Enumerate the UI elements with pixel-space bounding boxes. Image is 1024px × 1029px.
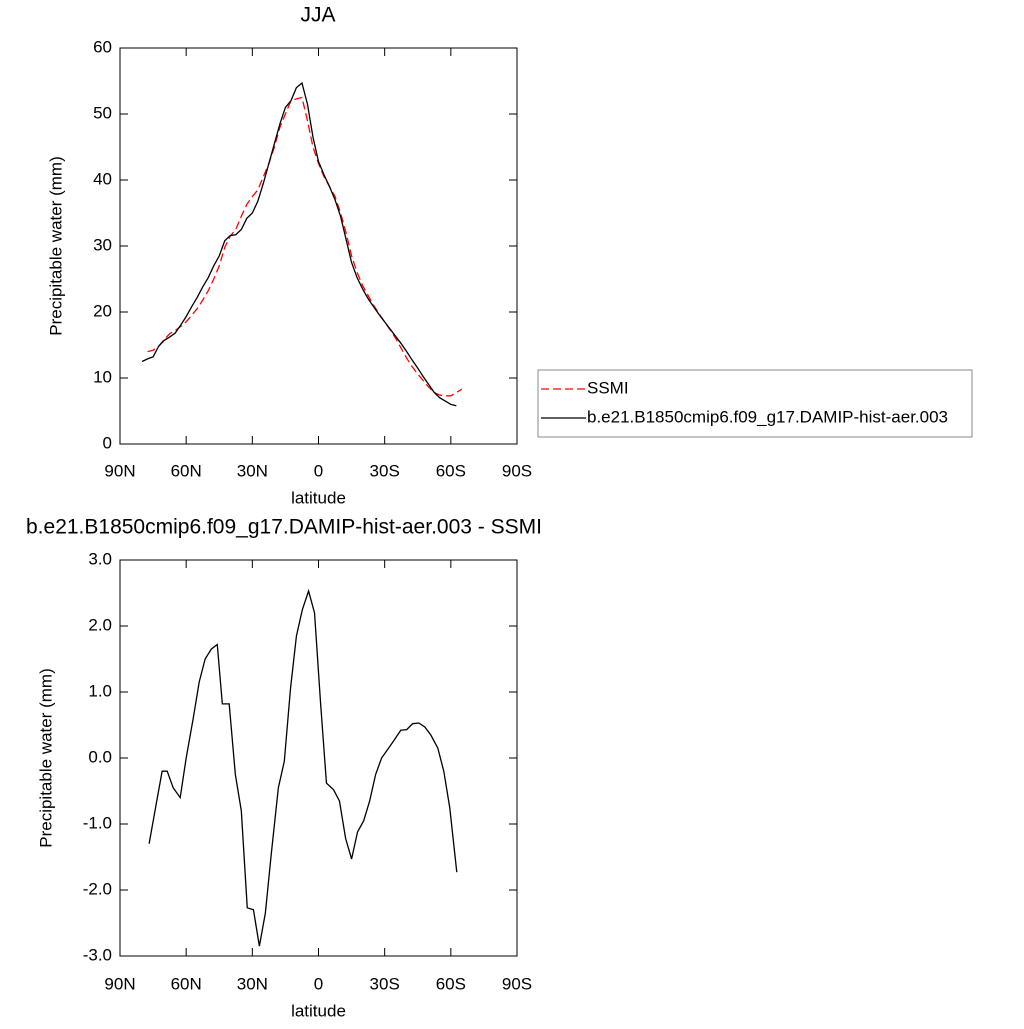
y-tick-label: 10 xyxy=(93,367,112,386)
x-tick-label: 0 xyxy=(314,974,323,993)
legend-label: SSMI xyxy=(587,378,629,397)
plot-frame xyxy=(119,559,518,957)
y-tick-label: 50 xyxy=(93,103,112,122)
x-tick-label: 60N xyxy=(171,974,202,993)
y-tick-label: 60 xyxy=(93,37,112,56)
x-tick-label: 90S xyxy=(502,461,532,480)
y-axis-label: Precipitable water (mm) xyxy=(36,668,55,848)
x-tick-label: 90N xyxy=(104,461,135,480)
y-tick-label: 2.0 xyxy=(88,615,112,634)
y-tick-label: -3.0 xyxy=(83,945,112,964)
x-tick-label: 30S xyxy=(370,974,400,993)
y-tick-label: -2.0 xyxy=(83,879,112,898)
x-axis-label: latitude xyxy=(291,1001,346,1020)
chart-title: JJA xyxy=(300,4,335,27)
y-axis-label: Precipitable water (mm) xyxy=(46,156,65,336)
x-axis-label: latitude xyxy=(291,488,346,507)
x-tick-label: 30N xyxy=(237,974,268,993)
data-line xyxy=(141,81,457,407)
y-tick-label: 40 xyxy=(93,169,112,188)
y-tick-label: 20 xyxy=(93,301,112,320)
x-tick-label: 60N xyxy=(171,461,202,480)
x-tick-label: 30N xyxy=(237,461,268,480)
y-tick-label: 0 xyxy=(103,433,112,452)
x-tick-label: 90S xyxy=(502,974,532,993)
y-tick-label: 1.0 xyxy=(88,681,112,700)
x-tick-label: 0 xyxy=(314,461,323,480)
y-tick-label: -1.0 xyxy=(83,813,112,832)
y-tick-label: 30 xyxy=(93,235,112,254)
plot-frame xyxy=(119,47,518,445)
x-tick-label: 90N xyxy=(104,974,135,993)
y-tick-label: 3.0 xyxy=(88,549,112,568)
y-tick-label: 0.0 xyxy=(88,747,112,766)
x-tick-label: 60S xyxy=(436,974,466,993)
data-line xyxy=(148,588,458,947)
x-tick-label: 60S xyxy=(436,461,466,480)
legend: SSMI b.e21.B1850cmip6.f09_g17.DAMIP-hist-… xyxy=(537,369,973,438)
x-tick-label: 30S xyxy=(370,461,400,480)
legend-box xyxy=(537,369,973,438)
chart-title: b.e21.B1850cmip6.f09_g17.DAMIP-hist-aer.… xyxy=(26,516,542,539)
chart: b.e21.B1850cmip6.f09_g17.DAMIP-hist-aer.… xyxy=(26,516,542,1021)
legend-label: b.e21.B1850cmip6.f09_g17.DAMIP-hist-aer.… xyxy=(587,407,948,426)
chart: JJA latitude Precipitable water (mm) 90N 60N… xyxy=(46,4,532,508)
data-line xyxy=(147,96,463,397)
